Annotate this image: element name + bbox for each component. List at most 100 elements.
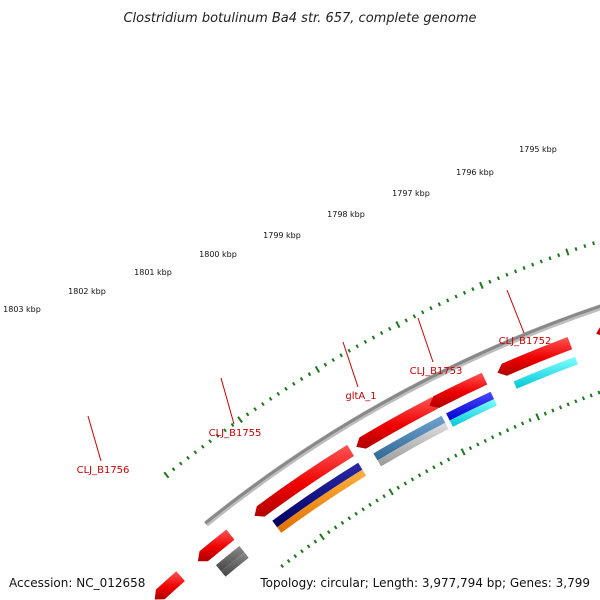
- outer-ruler-tick: [268, 396, 273, 401]
- gene-label-leader: [87, 415, 102, 462]
- feature-track-block[interactable]: [221, 552, 249, 577]
- feature-track-block[interactable]: [513, 356, 578, 389]
- ruler-label: 1796 kbp: [456, 168, 494, 177]
- outer-ruler-tick: [193, 450, 198, 455]
- feature-track-block[interactable]: [377, 422, 449, 467]
- inner-ruler-tick: [410, 477, 415, 482]
- inner-ruler-tick: [513, 424, 517, 429]
- outer-ruler-tick: [539, 259, 543, 264]
- outer-ruler-tick: [548, 256, 552, 261]
- outer-ruler-tick: [437, 302, 442, 307]
- feature-track-block[interactable]: [272, 462, 363, 528]
- outer-ruler-tick: [371, 335, 376, 340]
- inner-ruler-tick: [597, 390, 600, 395]
- inner-ruler-tick: [286, 558, 291, 564]
- outer-ruler-tick: [404, 318, 408, 323]
- outer-ruler-tick: [347, 348, 351, 353]
- inner-ruler-tick: [375, 498, 379, 503]
- inner-ruler-tick: [382, 494, 386, 499]
- outer-ruler-tick: [261, 401, 265, 407]
- gene-label[interactable]: CLJ_B1753: [410, 366, 463, 377]
- inner-ruler-tick: [581, 396, 586, 401]
- cds-arrow[interactable]: [356, 397, 438, 449]
- inner-ruler-tick: [280, 563, 285, 569]
- outer-ruler-tick: [496, 276, 501, 281]
- feature-track-block[interactable]: [373, 415, 446, 461]
- outer-ruler-tick: [592, 241, 596, 246]
- feature-track-block[interactable]: [215, 546, 245, 572]
- outer-ruler-tick: [471, 287, 475, 292]
- outer-ruler-tick: [522, 266, 526, 270]
- outer-ruler-tick: [208, 439, 213, 444]
- inner-ruler-tick: [574, 399, 578, 404]
- outer-ruler-tick: [284, 386, 288, 391]
- cds-arrow[interactable]: [429, 372, 488, 408]
- inner-ruler-tick: [368, 502, 372, 507]
- ruler-label: 1801 kbp: [134, 268, 172, 277]
- outer-ruler-tick: [323, 362, 328, 367]
- outer-ruler-tick: [395, 321, 401, 329]
- inner-ruler-tick: [589, 393, 593, 398]
- inner-ruler-tick: [490, 435, 495, 440]
- ruler-label: 1798 kbp: [327, 210, 365, 219]
- inner-ruler-tick: [306, 544, 311, 549]
- inner-ruler-tick: [528, 418, 532, 423]
- feature-track-block[interactable]: [446, 391, 494, 421]
- inner-ruler-tick: [460, 448, 466, 456]
- inner-ruler-tick: [505, 428, 510, 433]
- inner-ruler-tick: [551, 408, 555, 413]
- outer-ruler-tick: [454, 294, 458, 299]
- feature-track-block[interactable]: [277, 469, 367, 533]
- cds-arrow[interactable]: [497, 337, 573, 376]
- outer-ruler-tick: [178, 461, 183, 466]
- outer-ruler-tick: [314, 365, 321, 373]
- inner-ruler-tick: [454, 453, 458, 458]
- outer-ruler-tick: [388, 326, 392, 331]
- inner-ruler-tick: [543, 411, 547, 416]
- outer-ruler-tick: [488, 279, 492, 284]
- cds-arrow[interactable]: [197, 529, 235, 562]
- inner-ruler-tick: [354, 511, 358, 516]
- gene-label[interactable]: CLJ_B1756: [77, 465, 130, 476]
- inner-ruler-tick: [347, 516, 352, 521]
- outer-ruler-tick: [292, 381, 296, 386]
- outer-ruler-tick: [421, 310, 425, 315]
- inner-ruler-tick: [483, 438, 487, 443]
- outer-ruler-tick: [574, 247, 578, 252]
- inner-ruler-tick: [417, 473, 422, 478]
- outer-ruler-tick: [245, 412, 250, 417]
- inner-ruler-tick: [476, 442, 480, 447]
- inner-ruler-tick: [361, 507, 365, 512]
- outer-ruler-tick: [171, 467, 176, 472]
- cds-arrow[interactable]: [596, 311, 600, 337]
- outer-ruler-tick: [513, 269, 518, 274]
- outer-ruler-tick: [363, 339, 368, 344]
- outer-ruler-tick: [331, 357, 335, 363]
- inner-ruler-tick: [293, 554, 298, 559]
- gene-label[interactable]: CLJ_B1752: [499, 336, 552, 347]
- cds-arrow[interactable]: [254, 444, 354, 517]
- inner-ruler-tick: [313, 539, 318, 544]
- inner-ruler-tick: [326, 530, 331, 535]
- outer-ruler-tick: [307, 372, 312, 377]
- cds-arrow[interactable]: [154, 571, 185, 600]
- inner-ruler-tick: [535, 413, 541, 421]
- outer-ruler-tick: [355, 344, 359, 349]
- outer-ruler-tick: [379, 331, 384, 336]
- map-title: Clostridium botulinum Ba4 str. 657, comp…: [123, 11, 476, 26]
- gene-label[interactable]: CLJ_B1755: [209, 428, 262, 439]
- outer-ruler-tick: [186, 455, 190, 460]
- inner-ruler-tick: [446, 457, 451, 462]
- outer-ruler-tick: [163, 471, 170, 479]
- ruler-label: 1797 kbp: [392, 189, 430, 198]
- gene-label[interactable]: gltA_1: [345, 391, 376, 402]
- feature-track-block[interactable]: [449, 399, 497, 427]
- outer-ruler-tick: [230, 422, 235, 427]
- genome-backbone: [204, 304, 600, 527]
- inner-ruler-tick: [388, 488, 394, 496]
- gene-label-leader: [417, 317, 434, 363]
- inner-ruler-tick: [319, 533, 325, 541]
- ruler-label: 1800 kbp: [199, 250, 237, 259]
- inner-ruler-tick: [432, 465, 436, 470]
